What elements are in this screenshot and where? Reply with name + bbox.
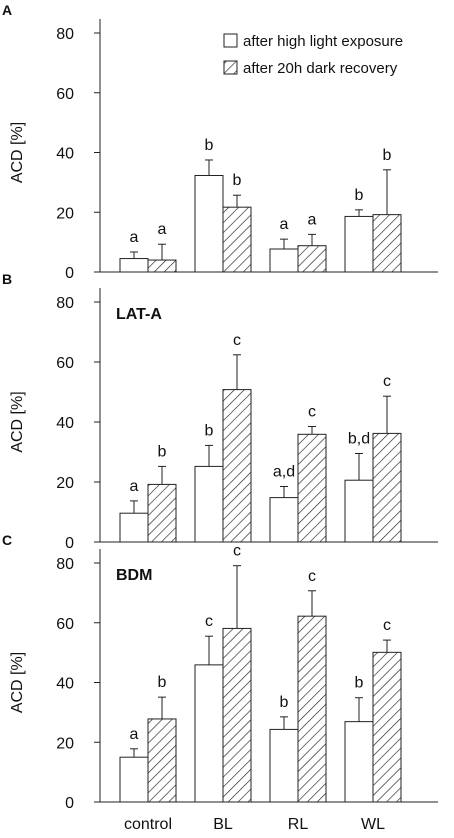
- y-tick-label: 0: [65, 535, 74, 552]
- significance-label: c: [308, 404, 316, 421]
- bar-control-high-light: [119, 258, 149, 273]
- bar-bl-high-light: [194, 175, 224, 273]
- x-tick-label: RL: [288, 816, 309, 833]
- chart-panel-b: 0 20 40 60 80 ACD [%] B LAT-A a b b c a,d c b,d c: [2, 271, 438, 552]
- bar-control-dark-recovery: [147, 259, 177, 273]
- significance-label: a: [130, 229, 139, 246]
- bar-wl-high-light: [344, 721, 374, 803]
- significance-label: b: [205, 137, 214, 154]
- legend-swatch-high-light: [223, 33, 238, 48]
- y-tick-label: 0: [65, 795, 74, 812]
- y-tick-label: 40: [56, 676, 74, 693]
- y-axis-label: ACD [%]: [9, 122, 26, 183]
- legend-label-high-light: after high light exposure: [243, 33, 403, 50]
- y-axis-label: ACD [%]: [9, 652, 26, 713]
- y-tick-label: 20: [56, 475, 74, 492]
- bar-rl-dark-recovery: [297, 433, 327, 543]
- bar-control-high-light: [119, 512, 149, 543]
- bar-control-high-light: [119, 756, 149, 803]
- bar-rl-dark-recovery: [297, 615, 327, 803]
- bar-wl-high-light: [344, 215, 374, 273]
- significance-label: b: [205, 422, 214, 439]
- bar-rl-high-light: [269, 728, 299, 803]
- bar-bl-dark-recovery: [222, 389, 252, 543]
- x-tick-label: control: [124, 816, 172, 833]
- significance-label: b: [355, 187, 364, 204]
- panel-title: BDM: [116, 567, 152, 584]
- y-tick-label: 40: [56, 415, 74, 432]
- y-axis-label: ACD [%]: [9, 391, 26, 452]
- significance-label: b: [158, 674, 167, 691]
- significance-label: a: [280, 216, 289, 233]
- y-tick-label: 60: [56, 355, 74, 372]
- y-tick-label: 0: [65, 265, 74, 282]
- bar-rl-high-light: [269, 248, 299, 273]
- bar-bl-high-light: [194, 664, 224, 803]
- legend-swatch-dark-recovery: [223, 60, 238, 75]
- chart-panel-a: 0 20 40 60 80 ACD [%] Aa a b b a a b b: [2, 2, 438, 282]
- y-tick-label: 80: [56, 26, 74, 43]
- bar-wl-dark-recovery: [372, 214, 402, 273]
- legend: after high light exposure after 20h dark…: [223, 33, 403, 77]
- y-tick-label: 80: [56, 556, 74, 573]
- significance-label: b,d: [348, 431, 370, 448]
- y-tick-label: 40: [56, 146, 74, 163]
- bar-control-dark-recovery: [147, 718, 177, 803]
- significance-label: a: [130, 726, 139, 743]
- significance-label: c: [383, 617, 391, 634]
- bar-bl-dark-recovery: [222, 627, 252, 803]
- significance-label: b: [355, 675, 364, 692]
- bar-bl-dark-recovery: [222, 206, 252, 273]
- y-tick-label: 20: [56, 735, 74, 752]
- significance-label: a,d: [273, 464, 295, 481]
- significance-label: c: [233, 543, 241, 560]
- significance-label: b: [280, 694, 289, 711]
- bar-wl-high-light: [344, 479, 374, 543]
- y-tick-label: 80: [56, 295, 74, 312]
- bar-control-dark-recovery: [147, 483, 177, 543]
- y-tick-label: 20: [56, 205, 74, 222]
- panel-label: C: [2, 532, 12, 548]
- significance-label: a: [130, 478, 139, 495]
- bar-wl-dark-recovery: [372, 651, 402, 803]
- panel-label: A: [2, 2, 12, 18]
- bar-rl-dark-recovery: [297, 245, 327, 273]
- legend-label-dark-recovery: after 20h dark recovery: [243, 60, 398, 77]
- significance-label: c: [383, 373, 391, 390]
- chart-panel-c: 0 20 40 60 80 ACD [%] C BDM a b c c b c b c control BL RL W…: [2, 532, 438, 833]
- significance-label: c: [205, 613, 213, 630]
- significance-label: b: [383, 147, 392, 164]
- bar-wl-dark-recovery: [372, 432, 402, 543]
- panel-title: LAT-A: [116, 306, 162, 323]
- x-tick-label: BL: [213, 816, 233, 833]
- significance-label: c: [308, 568, 316, 585]
- significance-label: a: [158, 221, 167, 238]
- bar-bl-high-light: [194, 465, 224, 543]
- panel-label: B: [2, 271, 12, 287]
- y-tick-label: 60: [56, 616, 74, 633]
- significance-label: b: [233, 172, 242, 189]
- y-tick-label: 60: [56, 86, 74, 103]
- significance-label: c: [233, 332, 241, 349]
- significance-label: a: [308, 211, 317, 228]
- bar-rl-high-light: [269, 497, 299, 543]
- significance-label: b: [158, 443, 167, 460]
- x-tick-label: WL: [361, 816, 385, 833]
